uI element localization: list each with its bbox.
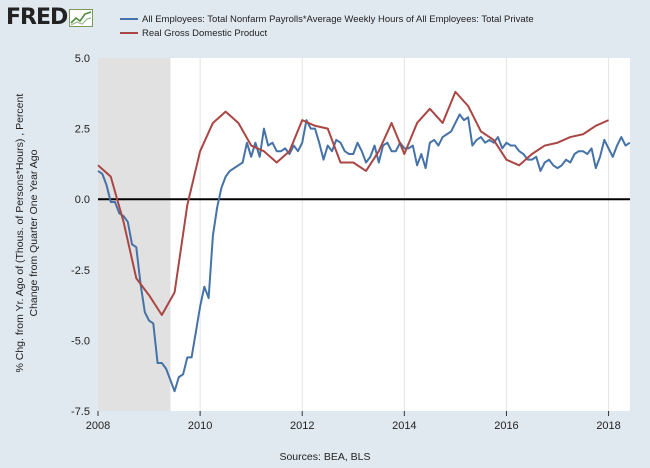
x-tick-label: 2018 [596,420,620,432]
y-axis: 5.0 2.5 0.0 -2.5 -5.0 -7.5 [71,53,90,418]
legend-item-series1: All Employees: Total Nonfarm Payrolls*Av… [120,12,534,26]
grid-lines [199,58,610,411]
fred-logo[interactable]: FRED [6,5,94,30]
x-tick-label: 2014 [392,420,416,432]
series-line-2 [97,90,609,316]
fred-chart-icon [69,8,94,27]
legend-item-series2: Real Gross Domestic Product [120,26,534,40]
x-axis: 2008 2010 2012 2014 2016 2018 [86,411,621,432]
y-axis-label-line2: Change from Quarter One Year Ago [28,149,40,317]
y-tick-label: -2.5 [71,265,90,277]
y-tick-label: 2.5 [75,124,90,136]
y-tick-label: -5.0 [71,335,90,347]
source-note: Sources: BEA, BLS [279,451,371,463]
x-tick-label: 2010 [188,420,212,432]
legend: All Employees: Total Nonfarm Payrolls*Av… [120,12,534,40]
plot-area [98,58,630,411]
y-tick-label: -7.5 [71,406,90,418]
y-tick-label: 0.0 [75,194,90,206]
x-tick-label: 2008 [86,420,110,432]
x-tick-label: 2016 [494,420,518,432]
legend-label-series1: All Employees: Total Nonfarm Payrolls*Av… [142,13,534,25]
legend-label-series2: Real Gross Domestic Product [142,27,268,39]
series-layer [97,90,631,393]
y-axis-label-line1: % Chg. from Yr. Ago of (Thous. of Person… [14,93,26,373]
y-tick-label: 5.0 [75,53,90,65]
legend-swatch-series2 [120,32,138,34]
recession-shading [98,58,171,411]
legend-swatch-series1 [120,18,138,20]
logo-text: FRED [6,5,68,30]
x-tick-label: 2012 [290,420,314,432]
series-line-1 [97,113,631,393]
